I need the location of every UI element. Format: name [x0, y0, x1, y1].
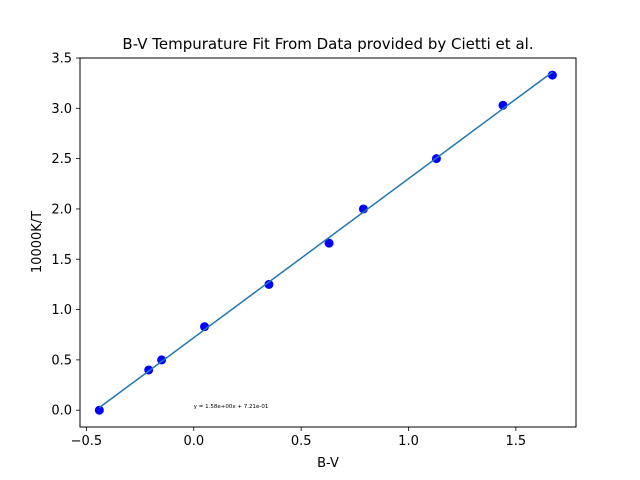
- chart-title: B-V Tempurature Fit From Data provided b…: [122, 35, 533, 53]
- fit-equation-annotation: y = 1.58e+00x + 7.21e-01: [194, 404, 269, 410]
- y-tick-label: 1.0: [51, 303, 72, 318]
- plot-area: [94, 70, 557, 415]
- y-tick-label: 0.5: [51, 353, 72, 368]
- data-point: [264, 279, 274, 289]
- data-point: [94, 405, 104, 415]
- data-point: [324, 238, 334, 248]
- x-tick-label: 0.5: [291, 434, 312, 449]
- axis-ticks: −0.5 0.0 0.5 1.0 1.5 0.0 0.5 1.0 1.5 2.0 2.5 3.0 3.5: [51, 52, 526, 450]
- fit-line: [98, 71, 553, 409]
- x-tick-label: 1.5: [506, 434, 527, 449]
- x-tick-label: −0.5: [71, 434, 103, 449]
- x-axis-title: B-V: [317, 456, 339, 471]
- y-tick-label: 2.5: [51, 152, 72, 167]
- y-tick-label: 3.5: [51, 52, 72, 67]
- x-tick-label: 0.0: [183, 434, 204, 449]
- x-tick-label: 1.0: [398, 434, 419, 449]
- y-tick-label: 3.0: [51, 102, 72, 117]
- y-axis-title: 10000K/T: [30, 211, 45, 273]
- y-tick-label: 1.5: [51, 253, 72, 268]
- y-tick-label: 0.0: [51, 404, 72, 419]
- data-point: [157, 355, 167, 365]
- plot-frame: [79, 57, 577, 428]
- data-point: [547, 70, 557, 80]
- y-tick-label: 2.0: [51, 202, 72, 217]
